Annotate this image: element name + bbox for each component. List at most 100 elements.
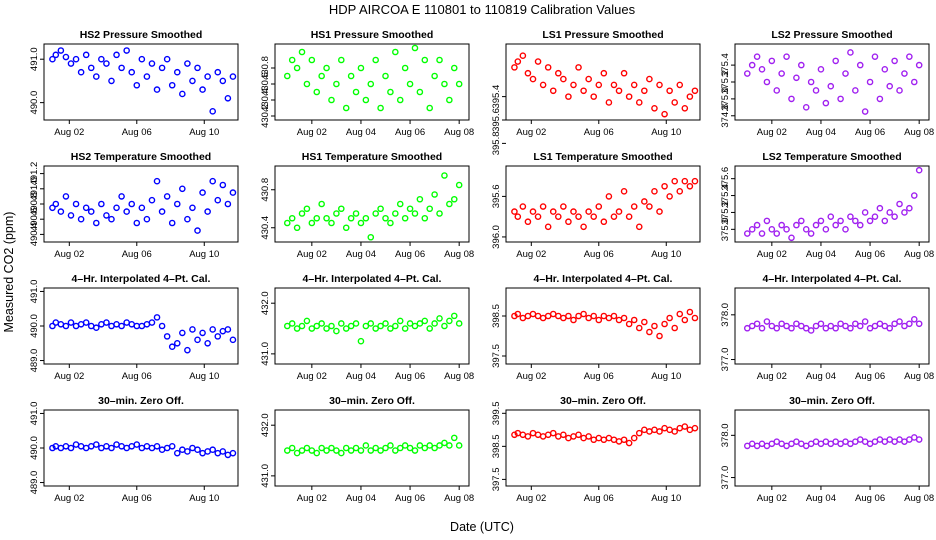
data-point (173, 339, 181, 347)
data-point (426, 205, 434, 213)
data-point (352, 88, 360, 96)
data-point (656, 208, 663, 215)
data-point (575, 64, 582, 71)
data-point (318, 444, 325, 452)
y-tick-label: 489.0 (29, 349, 40, 373)
data-point (342, 444, 350, 452)
panel-14: 30–min. Zero Off. 397.5 398.5 399.5 Aug 02 Au… (491, 395, 701, 504)
data-point (377, 104, 384, 112)
data-point (837, 217, 844, 225)
x-tick-label: Aug 02 (54, 127, 84, 138)
data-point (778, 70, 785, 77)
data-point (318, 320, 325, 327)
data-point (293, 449, 301, 457)
data-point (103, 319, 110, 326)
data-point (133, 81, 141, 89)
data-point (676, 188, 684, 195)
data-point (793, 74, 800, 82)
data-point (401, 442, 409, 449)
panel-title: 4–Hr. Interpolated 4–Pt. Cal. (763, 273, 902, 285)
data-point (143, 215, 151, 223)
data-point (651, 322, 658, 330)
panel-title: LS1 Temperature Smoothed (533, 151, 672, 163)
data-point (891, 213, 898, 220)
data-point (511, 64, 518, 71)
data-point (214, 333, 222, 340)
data-point (298, 447, 306, 454)
data-point (773, 324, 781, 332)
data-point (288, 320, 296, 327)
panel-title: HS2 Temperature Smoothed (71, 151, 211, 163)
data-point (842, 70, 849, 77)
data-point (194, 336, 201, 344)
data-point (646, 203, 653, 210)
data-point (342, 104, 350, 112)
data-point (641, 87, 648, 95)
data-point (549, 429, 557, 437)
y-tick-label: 430.4 (260, 88, 271, 112)
data-point (108, 215, 115, 223)
data-point (807, 230, 815, 237)
x-tick-label: Aug 04 (346, 493, 376, 504)
data-point (876, 204, 884, 212)
x-tick-label: Aug 02 (757, 127, 787, 138)
x-tick-label: Aug 06 (855, 493, 885, 504)
data-point (748, 61, 756, 69)
data-point (118, 322, 125, 330)
data-point (323, 325, 330, 332)
data-point (610, 213, 618, 220)
y-tick-label: 375.6 (720, 167, 731, 191)
data-point (866, 217, 874, 225)
data-point (630, 203, 638, 210)
y-tick-label: 378.0 (720, 423, 731, 447)
data-point (308, 219, 316, 227)
x-tick-label: Aug 06 (584, 249, 614, 260)
data-point (189, 204, 196, 212)
x-tick-label: Aug 04 (346, 127, 376, 138)
data-point (758, 230, 766, 237)
data-point (807, 78, 815, 86)
data-point (72, 200, 80, 208)
data-point (382, 214, 389, 222)
data-point (847, 213, 854, 220)
data-point (328, 444, 335, 452)
x-tick-label: Aug 02 (516, 249, 546, 260)
data-point (367, 80, 375, 88)
data-point (847, 49, 854, 56)
data-point (635, 324, 643, 332)
data-point (585, 208, 592, 215)
data-point (511, 208, 518, 215)
data-point (372, 210, 379, 217)
panel-title: LS1 Pressure Smoothed (542, 29, 663, 41)
data-point (661, 110, 668, 118)
data-point (342, 325, 350, 332)
data-point (450, 312, 458, 320)
data-point (600, 69, 608, 77)
y-tick-label: 375.4 (720, 53, 731, 77)
data-point (446, 96, 453, 104)
x-tick-label: Aug 06 (855, 127, 885, 138)
data-point (630, 81, 638, 89)
x-tick-label: Aug 10 (189, 249, 219, 260)
data-point (446, 442, 453, 449)
data-point (113, 204, 120, 212)
data-point (118, 193, 125, 200)
data-point (189, 326, 196, 333)
panel-title: 30–min. Zero Off. (560, 395, 646, 407)
data-point (852, 217, 859, 225)
data-point (565, 218, 572, 226)
data-point (163, 55, 171, 63)
panel-title: 4–Hr. Interpolated 4–Pt. Cal. (303, 273, 442, 285)
data-point (910, 78, 918, 86)
data-point (514, 310, 522, 318)
data-point (377, 205, 384, 213)
x-tick-label: Aug 10 (189, 127, 219, 138)
data-point (861, 209, 869, 216)
x-tick-label: Aug 06 (855, 249, 885, 260)
data-point (148, 60, 156, 67)
data-point (580, 223, 587, 231)
data-point (554, 213, 562, 220)
data-point (49, 55, 56, 63)
data-point (184, 448, 191, 455)
data-point (288, 214, 296, 222)
